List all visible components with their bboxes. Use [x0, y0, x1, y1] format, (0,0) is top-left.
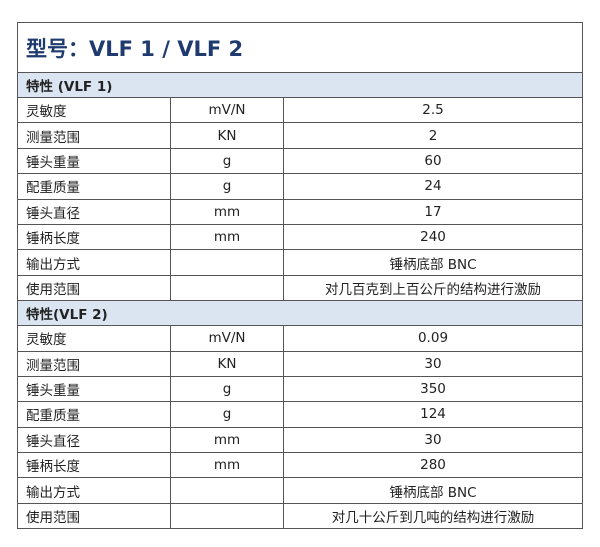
- value-cell: 对几百克到上百公斤的结构进行激励: [283, 274, 583, 302]
- property-cell: 灵敏度: [17, 325, 171, 352]
- unit-cell: g: [170, 401, 284, 428]
- value-cell: 240: [283, 223, 583, 251]
- unit-cell: mm: [170, 452, 284, 479]
- table-row: 使用范围 对几十公斤到几吨的结构进行激励: [17, 502, 583, 530]
- unit-cell: [170, 249, 284, 276]
- table-row: 锤头重量 g 350: [17, 375, 583, 403]
- value-cell: 350: [283, 375, 583, 403]
- unit-cell: mV/N: [170, 96, 284, 124]
- property-cell: 锤头直径: [17, 198, 171, 225]
- unit-cell: g: [170, 147, 284, 175]
- value-cell: 17: [283, 198, 583, 225]
- table-row: 测量范围 KN 2: [17, 122, 583, 149]
- value-cell: 24: [283, 173, 583, 200]
- table-row: 锤头直径 mm 30: [17, 426, 583, 454]
- value-cell: 2.5: [283, 96, 583, 124]
- table-row: 使用范围 对几百克到上百公斤的结构进行激励: [17, 274, 583, 302]
- table-row: 配重质量 g 124: [17, 401, 583, 428]
- property-cell: 锤头直径: [17, 426, 171, 454]
- property-cell: 锤头重量: [17, 375, 171, 403]
- unit-cell: [170, 274, 284, 302]
- table-row: 锤柄长度 mm 280: [17, 452, 583, 479]
- page-title: 型号：VLF 1 / VLF 2: [17, 22, 583, 73]
- table-row: 锤头重量 g 60: [17, 147, 583, 175]
- unit-cell: mV/N: [170, 325, 284, 352]
- property-cell: 输出方式: [17, 477, 171, 504]
- property-cell: 使用范围: [17, 274, 171, 302]
- property-cell: 输出方式: [17, 249, 171, 276]
- section-header: 特性 (VLF 1): [17, 72, 583, 98]
- value-cell: 2: [283, 122, 583, 149]
- value-cell: 30: [283, 350, 583, 377]
- value-cell: 124: [283, 401, 583, 428]
- property-cell: 配重质量: [17, 401, 171, 428]
- spec-table: 型号：VLF 1 / VLF 2 特性 (VLF 1) 灵敏度 mV/N 2.5 测量范…: [17, 22, 583, 530]
- unit-cell: mm: [170, 223, 284, 251]
- unit-cell: [170, 477, 284, 504]
- unit-cell: mm: [170, 198, 284, 225]
- value-cell: 60: [283, 147, 583, 175]
- value-cell: 280: [283, 452, 583, 479]
- unit-cell: g: [170, 375, 284, 403]
- value-cell: 锤柄底部 BNC: [283, 477, 583, 504]
- value-cell: 30: [283, 426, 583, 454]
- unit-cell: KN: [170, 350, 284, 377]
- table-row: 输出方式 锤柄底部 BNC: [17, 477, 583, 504]
- value-cell: 锤柄底部 BNC: [283, 249, 583, 276]
- property-cell: 灵敏度: [17, 96, 171, 124]
- property-cell: 锤头重量: [17, 147, 171, 175]
- section-header-label: 特性 (VLF 1): [17, 72, 583, 98]
- property-cell: 使用范围: [17, 502, 171, 530]
- property-cell: 测量范围: [17, 350, 171, 377]
- unit-cell: KN: [170, 122, 284, 149]
- property-cell: 配重质量: [17, 173, 171, 200]
- unit-cell: [170, 502, 284, 530]
- value-cell: 0.09: [283, 325, 583, 352]
- table-row: 测量范围 KN 30: [17, 350, 583, 377]
- property-cell: 锤柄长度: [17, 452, 171, 479]
- table-row: 锤头直径 mm 17: [17, 198, 583, 225]
- table-row: 灵敏度 mV/N 0.09: [17, 325, 583, 352]
- unit-cell: mm: [170, 426, 284, 454]
- table-row: 锤柄长度 mm 240: [17, 223, 583, 251]
- table-row: 灵敏度 mV/N 2.5: [17, 96, 583, 124]
- unit-cell: g: [170, 173, 284, 200]
- table-row: 输出方式 锤柄底部 BNC: [17, 249, 583, 276]
- value-cell: 对几十公斤到几吨的结构进行激励: [283, 502, 583, 530]
- table-row: 配重质量 g 24: [17, 173, 583, 200]
- property-cell: 锤柄长度: [17, 223, 171, 251]
- section-header-label: 特性(VLF 2): [17, 300, 583, 327]
- section-header: 特性(VLF 2): [17, 300, 583, 327]
- property-cell: 测量范围: [17, 122, 171, 149]
